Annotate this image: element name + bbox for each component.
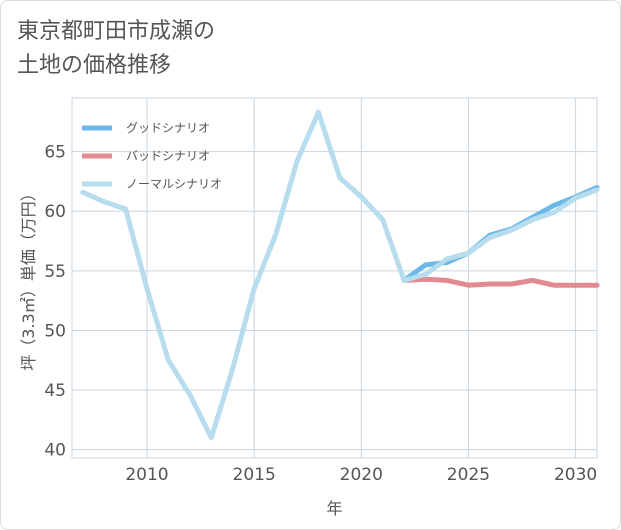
- series-line-3: [80, 109, 600, 441]
- y-tick-label: 45: [44, 381, 66, 401]
- title-line-1: 東京都町田市成瀬の: [17, 19, 216, 44]
- y-tick-label: 55: [44, 262, 66, 282]
- legend-label: グッドシナリオ: [126, 121, 210, 135]
- title-line-2: 土地の価格推移: [17, 53, 172, 78]
- x-tick-label: 2010: [125, 465, 168, 485]
- series-lines: [80, 109, 600, 441]
- x-tick-label: 2025: [447, 465, 490, 485]
- y-tick-label: 65: [44, 143, 66, 163]
- y-axis-label: 坪（3.3㎡）単価（万円）: [19, 185, 38, 370]
- y-tick-label: 60: [44, 202, 66, 222]
- x-tick-label: 2030: [554, 465, 597, 485]
- y-tick-label: 50: [44, 321, 66, 341]
- x-tick-label: 2015: [233, 465, 276, 485]
- y-tick-label: 40: [44, 441, 66, 461]
- chart-title: 東京都町田市成瀬の 土地の価格推移: [17, 15, 377, 83]
- legend-label: バッドシナリオ: [126, 149, 210, 163]
- x-tick-label: 2020: [340, 465, 383, 485]
- legend-label: ノーマルシナリオ: [126, 177, 222, 191]
- x-axis-ticks: 2010 2015 2020 2025 2030: [125, 465, 597, 485]
- y-axis-ticks: 40 45 50 55 60 65: [44, 143, 66, 461]
- x-axis-label: 年: [326, 499, 342, 518]
- plot-area: [71, 97, 598, 459]
- series-line-2: [401, 276, 600, 288]
